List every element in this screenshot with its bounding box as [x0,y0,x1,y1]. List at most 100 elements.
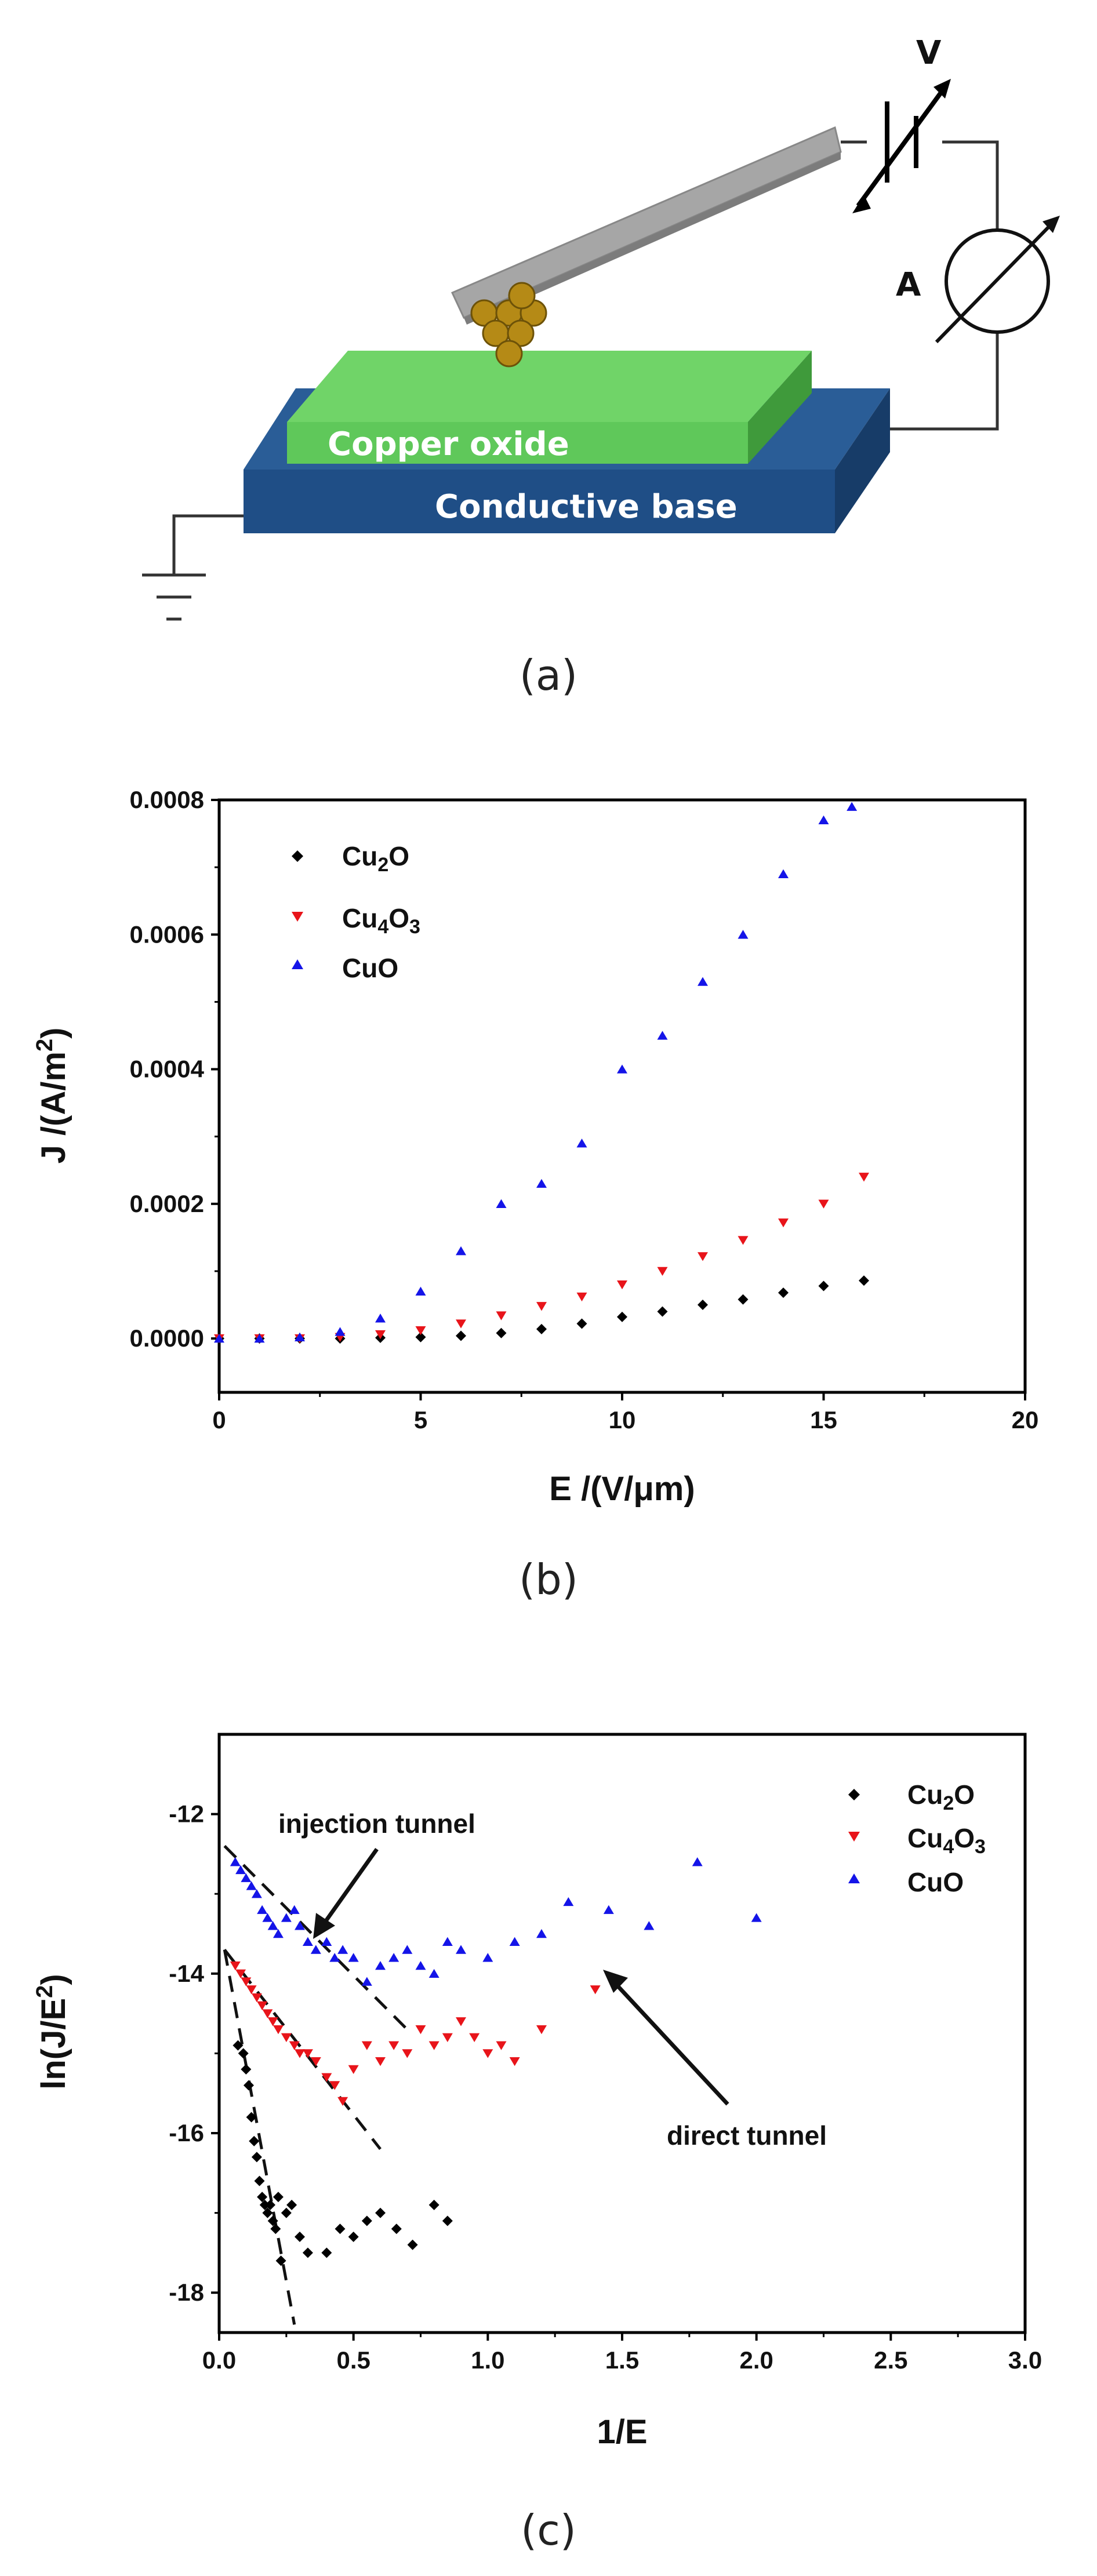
y-title-main: J /(A/m [35,1051,72,1163]
legend-label-cuo: CuO [342,953,398,983]
legend-entry-cuo: CuO [292,953,398,983]
legend-entry-cuo: CuO [848,1867,964,1897]
data-point [509,2057,520,2066]
tip-sphere [508,282,536,310]
legend-label-cu2o: Cu2O [907,1780,975,1814]
data-point [254,2175,265,2186]
data-point [214,1333,224,1343]
data-point [348,2065,359,2075]
data-point [407,2239,418,2250]
y-tick-label: 0.0004 [130,1056,205,1083]
data-point [778,1287,789,1298]
data-point [257,2192,268,2203]
data-point [238,2048,249,2059]
probe-cantilever-edge [464,152,841,325]
data-point [302,2247,313,2258]
y-tick-label: -16 [169,2119,204,2146]
y-title-main: ln(J/E [35,1998,72,2090]
data-point [375,1330,386,1340]
oxide-side [748,351,812,464]
data-point [778,869,789,878]
y-title-sup: 2 [32,1039,57,1051]
x-axis-title: 1/E [597,2413,647,2451]
x-tick-label: 1.5 [605,2346,639,2374]
legend-label-cu4o3: Cu4O3 [342,903,420,938]
data-point [289,2041,300,2050]
data-point [576,1292,587,1302]
data-point [289,1905,300,1914]
data-point [267,1921,278,1930]
data-point [738,1236,749,1245]
data-point [859,1275,869,1286]
data-point [281,2207,292,2218]
data-point [415,2025,426,2035]
legend-cu4o3-main: Cu [342,903,377,933]
c-series-2 [230,1857,762,1986]
y-tick-label: -14 [169,1960,204,1987]
data-point [818,1280,829,1291]
data-points [230,1857,762,2266]
x-ticks: 0 5 10 15 20 [212,1392,1038,1433]
data-point [246,1985,257,1995]
y-tick-label: 0.0002 [130,1190,204,1217]
plot-frame [217,798,1027,1394]
x-tick-label: 20 [1012,1406,1039,1433]
data-point [273,2025,284,2035]
data-point [302,2049,313,2058]
data-point [778,1218,789,1228]
data-point [496,1311,507,1320]
data-point [246,1881,257,1890]
data-point [321,1937,332,1946]
data-point [335,2224,346,2235]
data-point [273,1929,284,1938]
data-point [270,2224,281,2235]
data-point [375,1960,386,1970]
fit-line [223,1948,382,2151]
x-tick-label: 5 [414,1406,427,1433]
legend-cu2o-sub: 2 [943,1792,954,1814]
data-point [576,1138,587,1148]
b-series-2 [214,802,858,1343]
data-point [442,2215,453,2226]
data-point [243,2080,254,2091]
legend-marker-cu4o3 [292,912,303,922]
y-ticks: 0.0000 0.0002 0.0004 0.0006 0.0008 [130,786,219,1352]
data-point [246,2112,257,2123]
data-point [617,1064,627,1074]
base-label: Conductive base [435,488,738,526]
data-point [818,1199,829,1209]
annotation-arrowhead-direct [603,1970,628,1993]
annotations: injection tunnel direct tunnel [278,1809,827,2151]
data-point [751,1913,762,1922]
data-point [428,1969,439,1978]
annotation-arrow-direct [610,1978,729,2106]
legend-marker-cuo [292,959,303,969]
wire-base-to-ground [172,514,244,574]
data-point [536,1178,547,1188]
data-point [235,1865,246,1875]
data-point [496,1327,507,1338]
data-point [251,1993,262,2003]
data-point [536,2025,547,2035]
data-point [698,1300,708,1311]
tip-sphere [495,340,523,368]
x-tick-label: 2.5 [874,2346,907,2374]
data-point [509,1937,520,1946]
y-title-sup: 2 [32,1985,57,1998]
probe-tip [470,282,547,368]
data-point [496,2041,507,2050]
legend-marker-cuo [848,1873,860,1883]
y-tick-label: 0.0006 [130,920,204,948]
data-point [818,815,829,825]
data-point [335,1327,346,1336]
legend-cu4o3-sub1: 4 [943,1836,954,1858]
legend: Cu2O Cu4O3 CuO [292,841,420,983]
data-point [657,1267,668,1276]
x-tick-label: 3.0 [1008,2346,1042,2374]
fit-line [223,1949,296,2325]
data-point [262,2009,273,2018]
data-point [233,2040,244,2051]
data-point [859,1173,869,1182]
y-title-end: ) [35,1028,72,1039]
